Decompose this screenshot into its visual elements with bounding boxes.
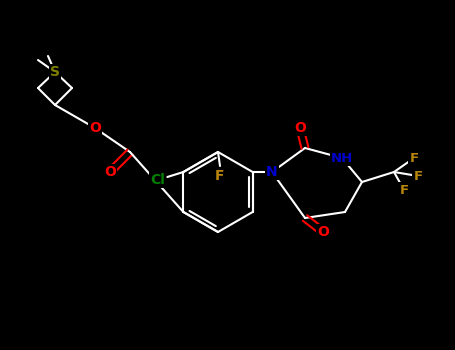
Text: NH: NH	[331, 152, 353, 164]
Text: Cl: Cl	[150, 173, 165, 187]
Text: S: S	[50, 65, 60, 79]
Text: N: N	[266, 165, 278, 179]
Text: F: F	[215, 169, 225, 183]
Text: F: F	[414, 169, 423, 182]
Text: F: F	[410, 152, 419, 164]
Text: O: O	[294, 121, 306, 135]
Text: O: O	[89, 121, 101, 135]
Text: F: F	[399, 183, 409, 196]
Text: O: O	[317, 225, 329, 239]
Text: O: O	[104, 165, 116, 179]
